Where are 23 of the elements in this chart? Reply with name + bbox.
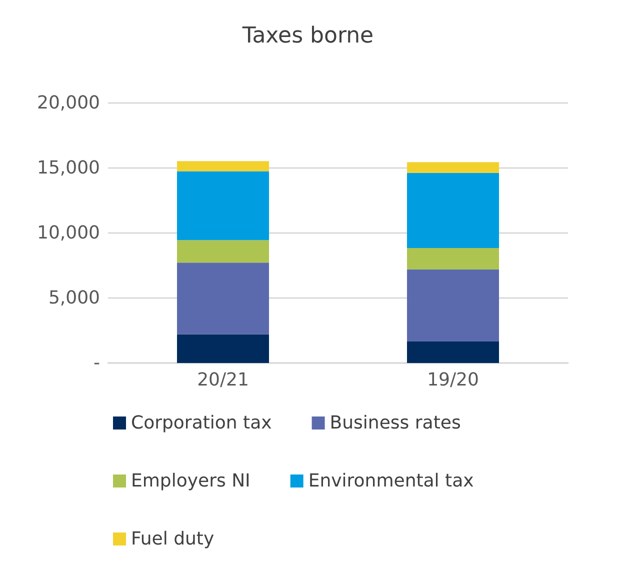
y-tick-label: 20,000 xyxy=(37,92,100,114)
bar xyxy=(407,162,499,173)
y-tick-label: - xyxy=(94,352,100,374)
bar xyxy=(407,248,499,270)
bar xyxy=(177,171,269,240)
y-tick-label: 10,000 xyxy=(37,222,100,244)
bar xyxy=(407,342,499,363)
x-tick-label: 20/21 xyxy=(197,370,249,390)
bar xyxy=(177,161,269,172)
legend-label: Environmental tax xyxy=(308,470,474,492)
legend-label: Corporation tax xyxy=(131,412,272,434)
bar xyxy=(177,334,269,363)
legend-label: Business rates xyxy=(330,412,461,434)
chart-title: Taxes borne xyxy=(241,24,374,48)
bar xyxy=(407,269,499,342)
bar xyxy=(177,262,269,334)
bar xyxy=(177,240,269,263)
bar xyxy=(407,172,499,248)
y-tick-label: 15,000 xyxy=(37,158,100,178)
legend-label: Fuel duty xyxy=(131,528,214,550)
y-tick-label: 5,000 xyxy=(48,288,100,308)
x-tick-label: 19/20 xyxy=(427,370,479,390)
legend-label: Employers NI xyxy=(131,470,250,492)
